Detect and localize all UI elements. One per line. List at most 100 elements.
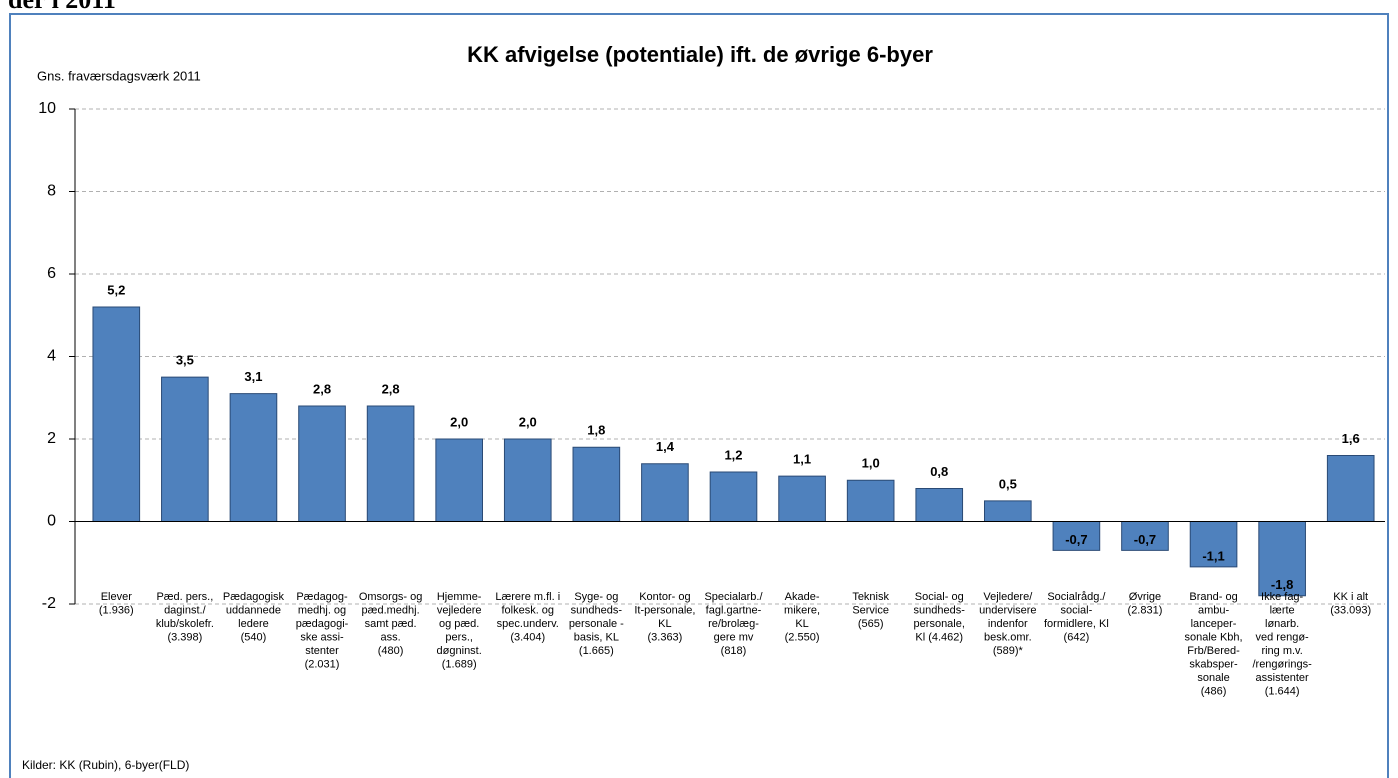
x-tick-label: Akade-mikere, KL (2.550) (784, 591, 820, 644)
x-tick-label: Lærere m.fl. i folkesk. og spec.underv. (3.… (495, 591, 560, 644)
x-tick-line: KL (795, 618, 808, 630)
bar (983, 500, 1032, 522)
data-label: 1,2 (724, 447, 742, 462)
y-tick-label: 6 (47, 265, 56, 282)
x-tick-line: Teknisk (852, 591, 889, 603)
x-tick-line: (642) (1064, 631, 1090, 643)
x-tick-line: (1.644) (1265, 685, 1300, 697)
x-tick-label: Social- og sundheds-personale, Kl (4.462) (914, 591, 966, 644)
x-tick-label: Hjemme-vejledere og pæd. pers., døgninst. (1… (437, 591, 482, 671)
x-tick-line: pers., (445, 631, 473, 643)
x-tick-line: Akade- (785, 591, 820, 603)
x-tick-line: Specialarb./ (704, 591, 763, 603)
bar (366, 405, 415, 522)
x-tick-line: vejledere (437, 604, 482, 616)
x-tick-line: ring m.v. (1261, 645, 1302, 657)
x-tick-line: formidlere, Kl (1044, 618, 1109, 630)
x-tick-line: Social- og (915, 591, 964, 603)
bar (572, 446, 621, 522)
x-tick-line: Syge- og (574, 591, 618, 603)
source: Kilder: KK (Rubin), 6-byer(FLD) (22, 758, 189, 772)
data-label: -0,7 (1065, 532, 1087, 547)
data-label: 1,0 (862, 456, 880, 471)
data-label: 3,1 (244, 369, 262, 384)
y-tick-label: -2 (42, 595, 56, 612)
x-tick-line: undervisere (979, 604, 1036, 616)
bar (778, 475, 826, 522)
x-tick-line: (1.936) (99, 604, 134, 616)
x-tick-line: sonale Kbh, (1184, 631, 1242, 643)
data-label: 1,6 (1342, 431, 1360, 446)
x-tick-line: Ikke fag- (1261, 591, 1304, 603)
x-tick-line: ved rengø- (1256, 631, 1310, 643)
x-tick-line: Service (852, 604, 889, 616)
x-tick-label: Øvrige (2.831) (1128, 591, 1163, 617)
data-label: 5,2 (107, 282, 125, 297)
x-tick-line: assistenter (1256, 672, 1310, 684)
data-label: 0,8 (930, 464, 948, 479)
data-label: 2,0 (519, 414, 537, 429)
x-tick-line: ske assi- (300, 631, 344, 643)
x-tick-line: pædagogi- (296, 618, 349, 630)
x-tick-line: lanceper- (1191, 618, 1237, 630)
x-tick-label: Pædagog-medhj. og pædagogi-ske assi-stent… (296, 591, 349, 671)
page-heading: der i 2011 (8, 0, 116, 14)
x-tick-label: Pædagogisk uddannede ledere (540) (223, 591, 285, 644)
x-tick-line: (3.398) (167, 631, 202, 643)
x-tick-line: Omsorgs- og (359, 591, 423, 603)
x-tick-line: indenfor (988, 618, 1028, 630)
bar (915, 488, 964, 522)
x-tick-label: Teknisk Service (565) (852, 591, 889, 630)
x-tick-line: Kontor- og (639, 591, 690, 603)
y-tick-label: 2 (47, 430, 56, 447)
x-tick-line: sundheds- (914, 604, 966, 616)
bar (503, 438, 552, 522)
x-tick-line: Elever (101, 591, 133, 603)
bar (298, 405, 346, 522)
x-tick-line: medhj. og (298, 604, 346, 616)
x-tick-label: Kontor- og It-personale, KL (3.363) (634, 591, 695, 644)
data-label: 2,0 (450, 414, 468, 429)
data-label: -1,1 (1202, 548, 1224, 563)
x-tick-line: Øvrige (1129, 591, 1161, 603)
x-tick-line: (486) (1201, 685, 1227, 697)
x-tick-line: (480) (378, 645, 404, 657)
data-label: -0,7 (1134, 532, 1156, 547)
x-tick-line: basis, KL (574, 631, 619, 643)
x-tick-label: Pæd. pers., daginst./ klub/skolefr. (3.398) (156, 591, 214, 644)
y-axis-label: Gns. fraværsdagsværk 2011 (37, 68, 201, 83)
x-tick-line: lærte (1270, 604, 1295, 616)
frame (9, 13, 1389, 778)
x-tick-line: Kl (4.462) (915, 631, 963, 643)
bar (229, 393, 278, 522)
x-tick-line: (1.665) (579, 645, 614, 657)
x-tick-line: (818) (721, 645, 747, 657)
data-label: 1,8 (587, 423, 605, 438)
chart-title: KK afvigelse (potentiale) ift. de øvrige… (467, 42, 933, 67)
x-tick-line: (540) (241, 631, 267, 643)
x-tick-line: uddannede (226, 604, 281, 616)
x-tick-line: klub/skolefr. (156, 618, 214, 630)
x-tick-line: gere mv (714, 631, 754, 643)
data-label: -1,8 (1271, 577, 1293, 592)
y-tick-label: 10 (38, 100, 56, 117)
x-tick-line: sonale (1197, 672, 1229, 684)
x-tick-line: folkesk. og (501, 604, 554, 616)
bar (846, 479, 895, 522)
x-tick-line: Lærere m.fl. i (495, 591, 560, 603)
x-tick-line: (3.404) (510, 631, 545, 643)
x-tick-line: ass. (381, 631, 401, 643)
x-tick-line: (3.363) (647, 631, 682, 643)
bar (1052, 521, 1101, 551)
data-label: 2,8 (382, 381, 400, 396)
x-tick-line: personale, (914, 618, 965, 630)
data-label: 1,1 (793, 452, 811, 467)
x-tick-label: Socialrådg./social-formidlere, Kl (642) (1044, 591, 1109, 644)
data-label: 3,5 (176, 353, 194, 368)
x-tick-line: ambu- (1198, 604, 1230, 616)
bar (641, 463, 689, 522)
x-tick-label: Ikke fag-lærte lønarb. ved rengø-ring m.v.… (1252, 591, 1312, 698)
x-tick-line: (589)* (993, 645, 1024, 657)
x-tick-line: personale - (569, 618, 624, 630)
